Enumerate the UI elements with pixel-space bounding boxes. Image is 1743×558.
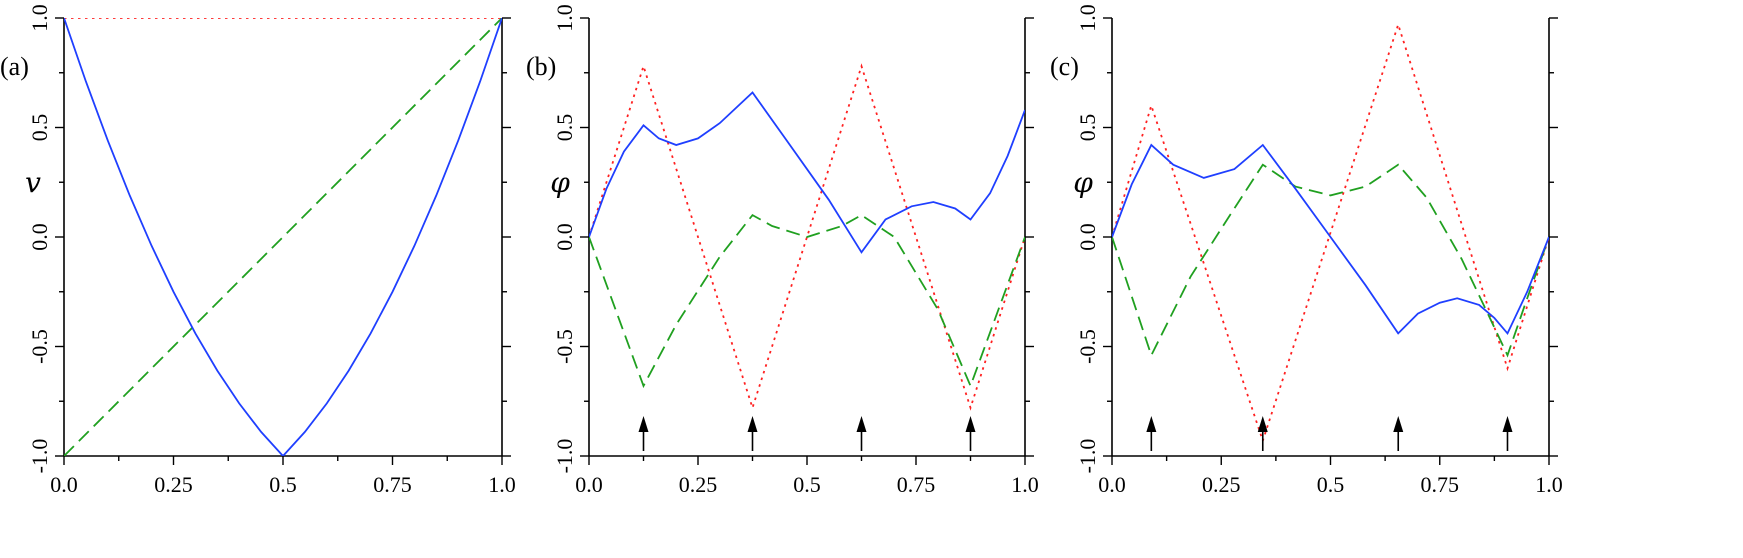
y-tick-label: -1.0 (1075, 439, 1100, 474)
x-tick-label: 0.25 (154, 472, 193, 497)
x-tick-label: 1.0 (1535, 472, 1563, 497)
y-tick-label: -1.0 (27, 439, 52, 474)
arrow-marker (965, 416, 976, 451)
y-tick-label: -0.5 (552, 329, 577, 364)
series-dashed-line (589, 213, 1025, 389)
panel-label: (c) (1050, 52, 1079, 81)
y-axis-label: φ (550, 166, 570, 199)
y-tick-label: 0.0 (27, 223, 52, 251)
y-tick-label: -0.5 (1075, 329, 1100, 364)
y-tick-label: 0.0 (552, 223, 577, 251)
x-tick-label: 0.75 (373, 472, 412, 497)
x-tick-label: 0.5 (793, 472, 821, 497)
y-tick-label: 1.0 (27, 4, 52, 32)
panel-c: 1.00.50.0-0.5-1.00.0 0.25 0.5 0.75 1.0(c)φ (1050, 4, 1563, 497)
arrow-marker (747, 416, 758, 451)
x-tick-label: 1.0 (1011, 472, 1039, 497)
arrow-marker (856, 416, 867, 451)
panel-b: 1.00.50.0-0.5-1.00.0 0.25 0.5 0.75 1.0(b)φ (526, 4, 1039, 497)
arrow-marker (1502, 416, 1513, 451)
series-solid-line (589, 91, 1025, 254)
arrow-marker (1393, 416, 1404, 451)
x-tick-label: 0.0 (50, 472, 78, 497)
y-tick-label: -0.5 (27, 329, 52, 364)
x-tick-label: 0.25 (679, 472, 718, 497)
arrow-marker (1257, 416, 1268, 451)
x-tick-label: 0.0 (575, 472, 603, 497)
panel-label: (a) (0, 52, 29, 81)
y-tick-label: 1.0 (1075, 4, 1100, 32)
y-tick-label: -1.0 (552, 439, 577, 474)
series-solid-line (1112, 143, 1549, 336)
series-solid-line (64, 18, 502, 456)
y-tick-label: 0.0 (1075, 223, 1100, 251)
panel-a: 1.00.50.0-0.5-1.00.0 0.25 0.5 0.75 1.0(a)v (0, 4, 516, 497)
y-axis-label: v (25, 166, 41, 199)
series-dashed-line (1112, 163, 1549, 358)
arrow-marker (1146, 416, 1157, 451)
y-tick-label: 0.5 (1075, 114, 1100, 142)
x-tick-label: 0.75 (897, 472, 936, 497)
panel-label: (b) (526, 52, 556, 81)
x-tick-label: 0.0 (1098, 472, 1126, 497)
x-tick-label: 0.5 (269, 472, 297, 497)
y-tick-label: 1.0 (552, 4, 577, 32)
x-tick-label: 1.0 (488, 472, 516, 497)
x-tick-label: 0.5 (1317, 472, 1345, 497)
y-tick-label: 0.5 (552, 114, 577, 142)
y-axis-label: φ (1073, 166, 1093, 199)
y-tick-label: 0.5 (27, 114, 52, 142)
series-dotted-line (589, 63, 1025, 411)
arrow-marker (638, 416, 649, 451)
x-tick-label: 0.75 (1421, 472, 1460, 497)
x-tick-label: 0.25 (1202, 472, 1241, 497)
series-dashed-line (64, 18, 502, 456)
series-dotted-line (1112, 21, 1549, 444)
